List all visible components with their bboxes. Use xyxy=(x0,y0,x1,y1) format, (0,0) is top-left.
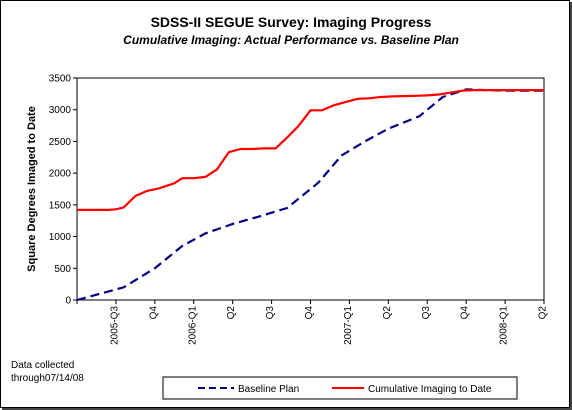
y-tick-label-7: 3500 xyxy=(49,74,72,85)
y-tick-label-6: 3000 xyxy=(49,105,72,116)
plot-area: 0 500 1000 1500 2000 2500 3000 3500 2005-Q3 Q4 200… xyxy=(49,74,549,345)
x-tick-label-3: Q2 xyxy=(226,306,237,320)
x-tick-label-7: Q2 xyxy=(382,306,393,320)
chart-subtitle: Cumulative Imaging: Actual Performance v… xyxy=(123,33,459,47)
x-tick-label-1: Q4 xyxy=(148,306,159,320)
y-tick-label-3: 1500 xyxy=(49,200,72,211)
x-tick-label-4: Q3 xyxy=(265,306,276,320)
y-tick-label-2: 1000 xyxy=(49,232,72,243)
note-line-2: through07/14/08 xyxy=(11,373,84,384)
y-tick-label-1: 500 xyxy=(54,264,71,275)
x-tick-label-8: Q3 xyxy=(421,306,432,320)
y-tick-label-5: 2500 xyxy=(49,137,72,148)
x-tick-label-5: Q4 xyxy=(304,306,315,320)
legend: Baseline Plan Cumulative Imaging to Date xyxy=(162,376,518,400)
y-tick-label-0: 0 xyxy=(65,296,71,307)
y-tick-label-4: 2000 xyxy=(49,169,72,180)
x-tick-label-9: Q4 xyxy=(460,306,471,320)
series-line-1 xyxy=(77,88,544,211)
legend-label-actual: Cumulative Imaging to Date xyxy=(368,384,492,395)
x-tick-label-0: 2005-Q3 xyxy=(109,306,120,345)
x-tick-label-10: 2008-Q1 xyxy=(499,306,510,345)
chart-title: SDSS-II SEGUE Survey: Imaging Progress xyxy=(151,14,432,30)
x-tick-label-2: 2006-Q1 xyxy=(187,306,198,345)
x-tick-label-6: 2007-Q1 xyxy=(343,306,354,345)
note-line-1: Data collected xyxy=(11,360,74,371)
y-axis-label: Square Degrees Imaged to Date xyxy=(26,106,38,272)
legend-label-baseline: Baseline Plan xyxy=(238,384,299,395)
x-tick-label-11: Q2 xyxy=(538,306,549,320)
